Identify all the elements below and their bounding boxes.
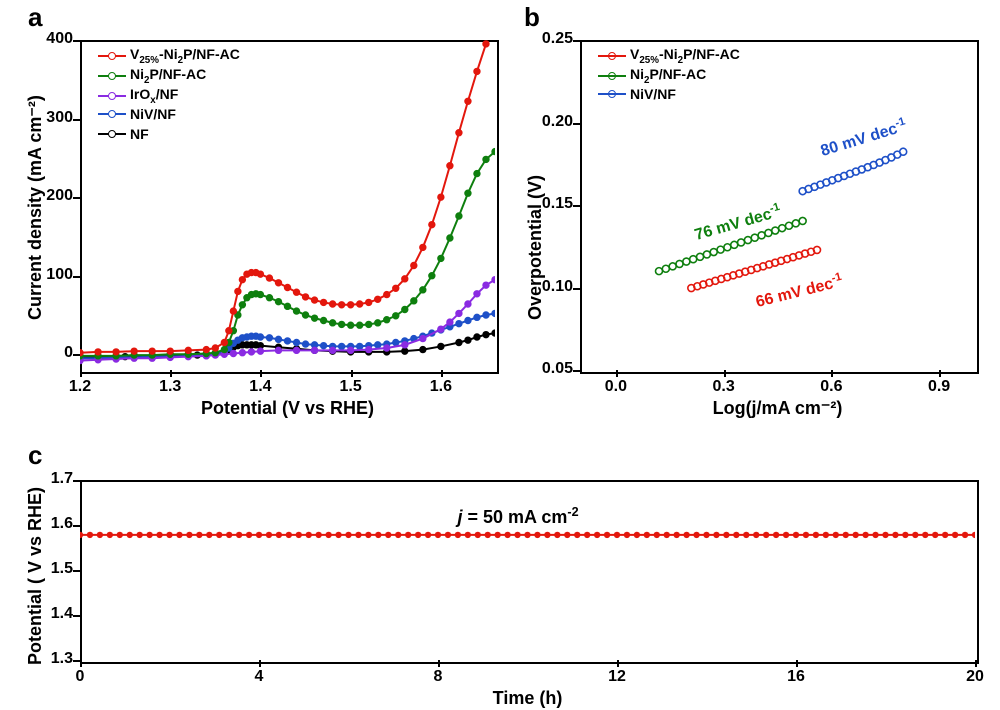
- figure-root: a V25%-Ni2P/NF-ACNi2P/NF-ACIrOx/NFNiV/NF…: [0, 0, 1000, 710]
- panel-a-letter: a: [28, 2, 42, 33]
- panel-b-letter: b: [524, 2, 540, 33]
- panel-c-xlabel: Time (h): [428, 688, 628, 709]
- panel-b-xlabel: Log(j/mA cm⁻²): [678, 398, 878, 419]
- panel-a-xlabel: Potential (V vs RHE): [188, 398, 388, 419]
- panel-a-ylabel: Current density (mA cm⁻²): [25, 95, 46, 320]
- panel-c-annotation: j = 50 mA cm-2: [458, 505, 579, 528]
- panel-c-letter: c: [28, 440, 42, 471]
